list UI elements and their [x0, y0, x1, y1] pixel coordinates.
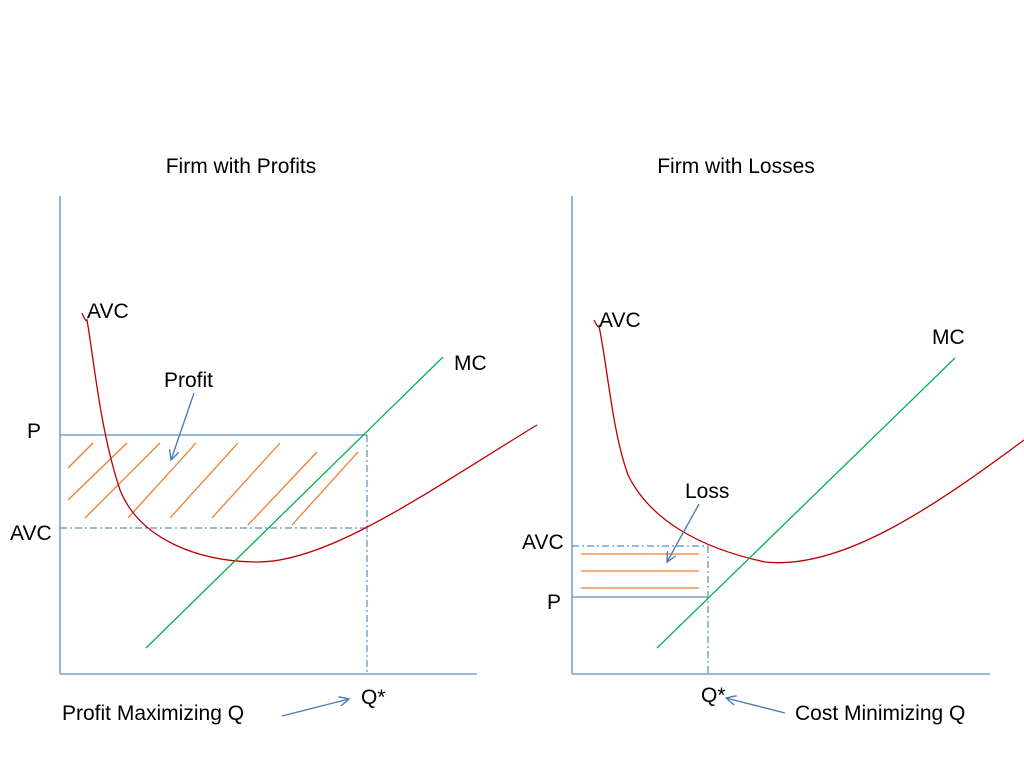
left-price-axis-label: P [27, 420, 41, 443]
left-avc-curve-label: AVC [87, 300, 129, 323]
right-price-axis-label: P [547, 591, 561, 614]
left-quantity-label: Q* [361, 686, 386, 709]
left-panel: Firm with Profits AVC MC P AVC Profit Q [10, 155, 538, 725]
right-avc-curve-label: AVC [599, 309, 641, 332]
right-quantity-pointer-arrow [726, 698, 786, 714]
right-quantity-label: Q* [701, 684, 726, 707]
left-avc-axis-label: AVC [10, 522, 52, 545]
left-panel-title: Firm with Profits [166, 155, 317, 178]
right-avc-axis-label: AVC [522, 531, 564, 554]
profit-pointer-arrow [171, 392, 195, 460]
left-avc-curve [81, 312, 538, 563]
right-mc-curve [656, 357, 956, 649]
loss-region-hatching [581, 553, 699, 589]
loss-pointer-arrow [667, 503, 700, 562]
left-quantity-pointer-arrow [281, 699, 349, 717]
right-avc-curve [593, 319, 1024, 564]
right-mc-curve-label: MC [932, 326, 965, 349]
left-quantity-note: Profit Maximizing Q [62, 702, 244, 725]
loss-region-label: Loss [685, 480, 729, 503]
right-panel: Firm with Losses AVC MC AVC P Loss Q* Co… [522, 155, 1024, 725]
right-panel-title: Firm with Losses [657, 155, 815, 178]
left-mc-curve [145, 356, 444, 649]
right-quantity-note: Cost Minimizing Q [795, 702, 965, 725]
profit-region-hatching [67, 442, 359, 526]
left-mc-curve-label: MC [454, 352, 487, 375]
profit-region-label: Profit [164, 369, 213, 392]
